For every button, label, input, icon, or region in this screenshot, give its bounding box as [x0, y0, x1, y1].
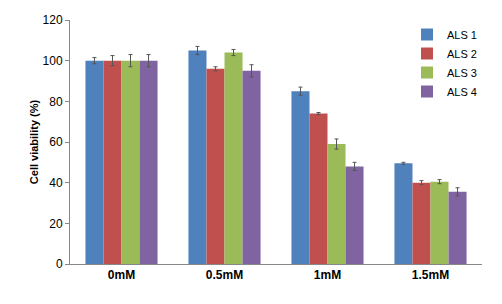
svg-text:Cell viability (%): Cell viability (%)	[28, 99, 40, 184]
svg-text:100: 100	[43, 54, 63, 68]
svg-text:ALS 1: ALS 1	[447, 29, 477, 41]
svg-text:1.5mM: 1.5mM	[412, 268, 449, 282]
svg-text:0.5mM: 0.5mM	[206, 268, 243, 282]
svg-text:80: 80	[49, 95, 63, 109]
svg-text:1mM: 1mM	[314, 268, 341, 282]
svg-text:60: 60	[49, 135, 63, 149]
svg-text:ALS 4: ALS 4	[447, 86, 477, 98]
svg-text:120: 120	[43, 13, 63, 27]
svg-text:ALS 2: ALS 2	[447, 48, 477, 60]
svg-text:0mM: 0mM	[108, 268, 135, 282]
svg-text:20: 20	[49, 217, 63, 231]
svg-text:ALS 3: ALS 3	[447, 67, 477, 79]
svg-text:0: 0	[56, 257, 63, 271]
svg-text:40: 40	[49, 176, 63, 190]
